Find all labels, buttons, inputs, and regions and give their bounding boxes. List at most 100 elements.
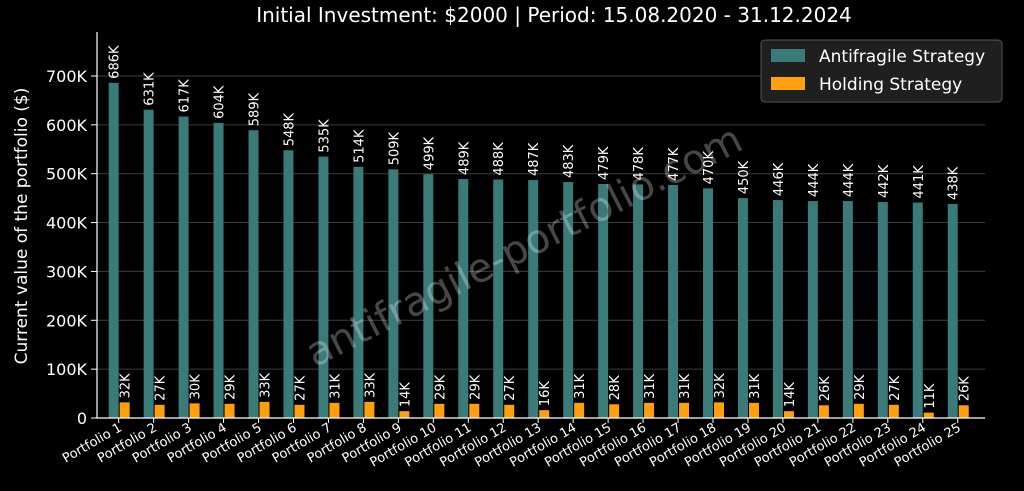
bar-holding (888, 404, 899, 418)
bar-label-antifragile: 444K (842, 163, 857, 197)
bar-label-holding: 32K (713, 373, 728, 399)
bar-holding (469, 403, 480, 418)
bar-label-holding: 31K (643, 373, 658, 399)
bar-label-holding: 16K (538, 381, 553, 407)
bar-holding (189, 403, 200, 418)
bar-label-antifragile: 478K (632, 147, 647, 181)
bar-antifragile (807, 201, 818, 418)
bar-antifragile (633, 184, 644, 418)
bar-holding (644, 402, 655, 418)
bar-antifragile (528, 180, 539, 418)
bar-holding (154, 404, 165, 418)
bar-label-antifragile: 487K (527, 142, 542, 176)
y-tick-label: 500K (46, 165, 88, 184)
bar-antifragile (143, 109, 154, 419)
bar-label-antifragile: 589K (248, 92, 263, 126)
bar-label-holding: 33K (363, 372, 378, 398)
bar-label-holding: 29K (224, 374, 239, 400)
bar-label-antifragile: 509K (387, 131, 402, 165)
bar-label-holding: 27K (888, 375, 903, 401)
bar-holding (294, 404, 305, 418)
bar-label-holding: 31K (678, 373, 693, 399)
bar-holding (609, 404, 620, 418)
bar-holding (748, 402, 759, 418)
bar-holding (364, 401, 375, 418)
bar-label-holding: 27K (293, 375, 308, 401)
bar-label-holding: 32K (119, 373, 134, 399)
bar-antifragile (108, 82, 119, 419)
bar-label-antifragile: 499K (422, 136, 437, 170)
bar-holding (853, 403, 864, 418)
bar-label-holding: 31K (573, 373, 588, 399)
bar-label-holding: 26K (958, 376, 973, 402)
bar-label-holding: 29K (468, 374, 483, 400)
bar-label-antifragile: 477K (667, 147, 682, 181)
y-tick-label: 100K (46, 360, 88, 379)
bar-label-holding: 27K (503, 375, 518, 401)
bars (108, 82, 969, 419)
bar-antifragile (248, 130, 259, 418)
bar-holding (399, 411, 410, 418)
bar-holding (259, 401, 270, 418)
bar-antifragile (737, 198, 748, 418)
y-tick-label: 200K (46, 311, 88, 330)
bar-label-antifragile: 446K (772, 162, 787, 196)
bar-label-antifragile: 514K (352, 129, 367, 163)
bar-label-holding: 29K (853, 374, 868, 400)
bar-antifragile (318, 156, 329, 418)
y-tick-label: 700K (46, 67, 88, 86)
bar-label-antifragile: 450K (737, 160, 752, 194)
bar-label-antifragile: 442K (877, 164, 892, 198)
bar-holding (329, 402, 340, 418)
bar-antifragile (283, 150, 294, 418)
bar-label-antifragile: 438K (947, 166, 962, 200)
y-tick-label: 0 (77, 409, 87, 428)
bar-antifragile (842, 201, 853, 418)
bar-antifragile (598, 183, 609, 418)
bar-holding (504, 404, 515, 418)
bar-holding (923, 412, 934, 418)
bar-label-antifragile: 604K (213, 85, 228, 119)
bar-holding (434, 403, 445, 418)
bar-label-antifragile: 489K (457, 141, 472, 175)
bar-antifragile (458, 179, 469, 418)
bar-antifragile (213, 122, 224, 418)
y-tick-label: 400K (46, 214, 88, 233)
bar-label-antifragile: 470K (702, 151, 717, 185)
legend-label-antifragile: Antifragile Strategy (819, 47, 985, 67)
legend-label-holding: Holding Strategy (819, 75, 962, 95)
legend-swatch-antifragile (771, 49, 805, 62)
y-tick-label: 600K (46, 116, 88, 135)
bar-label-holding: 14K (783, 382, 798, 408)
bar-label-antifragile: 483K (562, 144, 577, 178)
bar-holding (714, 402, 725, 418)
bar-label-holding: 30K (189, 374, 204, 400)
legend: Antifragile Strategy Holding Strategy (760, 39, 1003, 103)
bar-label-holding: 31K (328, 373, 343, 399)
bar-antifragile (493, 179, 504, 418)
bar-label-holding: 33K (259, 372, 274, 398)
bar-label-holding: 31K (748, 373, 763, 399)
y-ticks: 0 100K 200K 300K 400K 500K 600K 700K (46, 67, 97, 428)
bar-antifragile (703, 188, 714, 418)
bar-label-holding: 28K (608, 375, 623, 401)
bar-antifragile (388, 169, 399, 418)
bar-holding (224, 403, 235, 418)
bar-label-antifragile: 479K (597, 146, 612, 180)
bar-holding (119, 402, 130, 418)
bar-holding (783, 411, 794, 418)
gridlines (97, 75, 985, 370)
bar-label-holding: 11K (923, 383, 938, 409)
bar-holding (818, 405, 829, 418)
bar-holding (539, 410, 550, 418)
y-tick-label: 300K (46, 262, 88, 281)
bar-label-holding: 27K (154, 375, 169, 401)
bar-value-labels: 686K 32K 631K 27K 617K 30K 604K 29K 589K 33K 548K 2… (108, 45, 973, 409)
bar-antifragile (668, 184, 679, 418)
bar-label-antifragile: 617K (178, 79, 193, 113)
bar-antifragile (772, 200, 783, 418)
bar-antifragile (912, 202, 923, 418)
bar-holding (679, 402, 690, 418)
